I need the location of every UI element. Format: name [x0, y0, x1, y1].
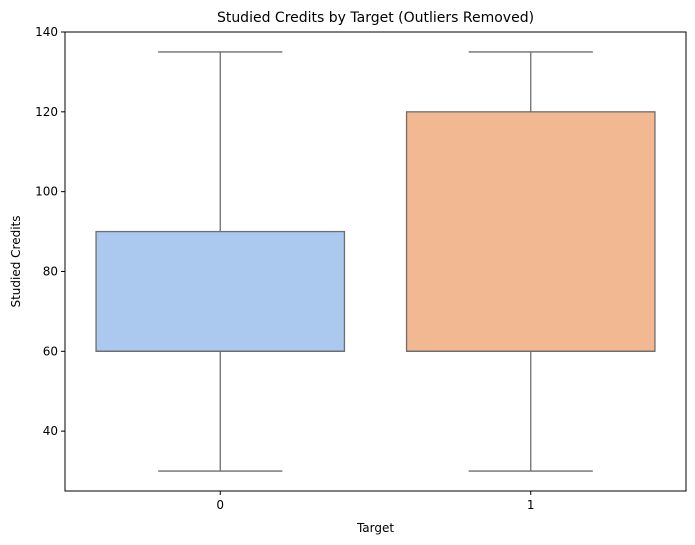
x-axis-label: Target — [356, 521, 394, 535]
box-1 — [405, 111, 656, 352]
x-tick-label: 1 — [527, 498, 535, 512]
box-group-1 — [405, 51, 656, 472]
y-tick-label: 140 — [35, 25, 58, 39]
box-0 — [95, 230, 346, 352]
y-tick-label: 120 — [35, 105, 58, 119]
axis-ticks: 40 60 80 100 120 140 0 1 — [35, 25, 534, 512]
y-tick-label: 80 — [43, 264, 58, 278]
chart-title: Studied Credits by Target (Outliers Remo… — [217, 10, 534, 26]
plot-frame — [64, 31, 687, 492]
y-tick-label: 100 — [35, 185, 58, 199]
box-group-0 — [95, 51, 346, 472]
y-axis-label: Studied Credits — [9, 215, 23, 307]
plot-area — [95, 51, 656, 472]
x-tick-label: 0 — [216, 498, 224, 512]
y-tick-label: 60 — [43, 344, 58, 358]
y-tick-label: 40 — [43, 424, 58, 438]
